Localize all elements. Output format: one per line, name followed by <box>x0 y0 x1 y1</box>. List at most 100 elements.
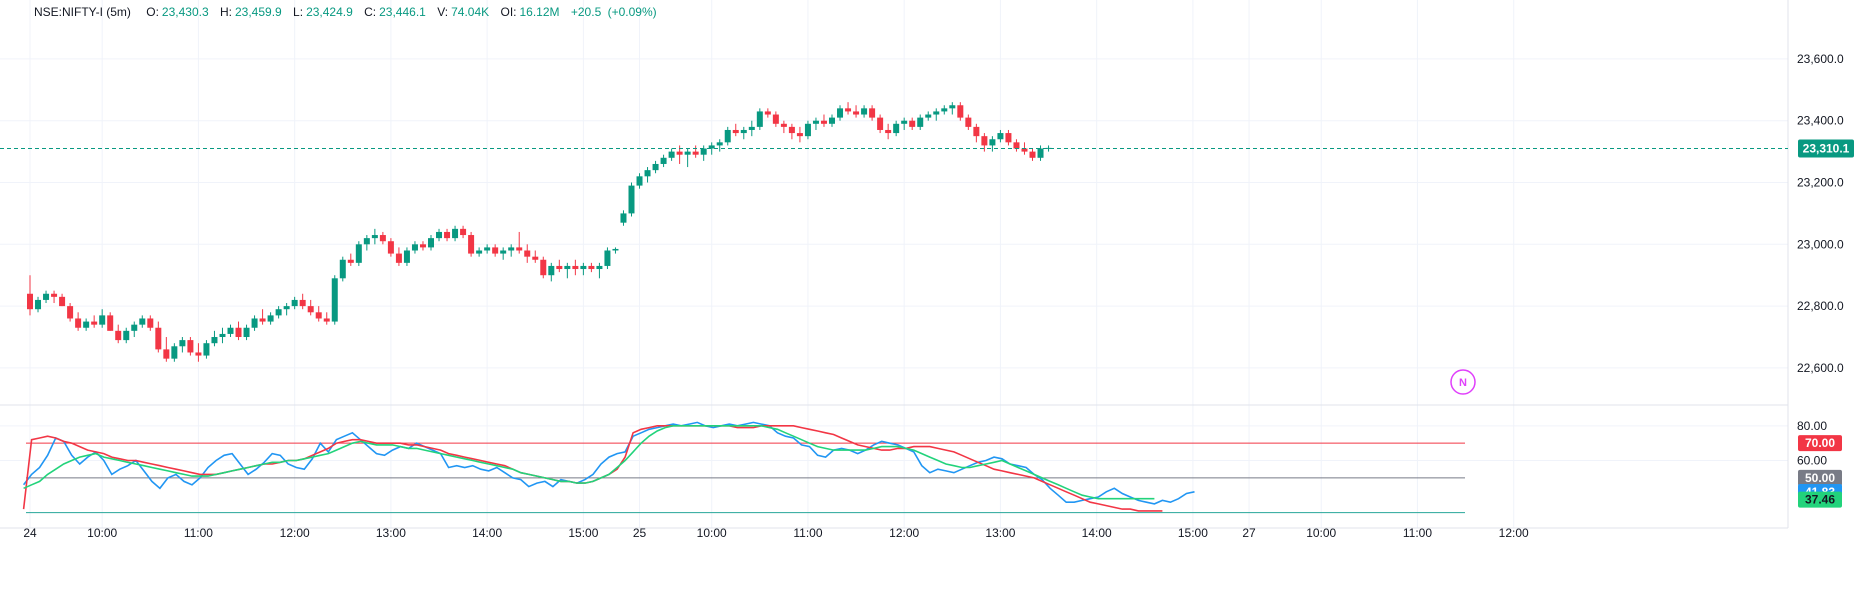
candle-body <box>676 151 683 155</box>
candle-body <box>155 327 162 350</box>
candle-body <box>845 108 852 112</box>
time-tick-label: 13:00 <box>376 526 406 540</box>
price-tick-label: 23,600.0 <box>1797 52 1844 66</box>
candle-body <box>203 343 210 356</box>
candle-body <box>339 259 346 279</box>
candle-body <box>652 163 659 171</box>
candle-body <box>371 235 378 239</box>
candle-body <box>419 244 426 248</box>
candle-body <box>724 129 731 143</box>
candle-body <box>411 244 418 251</box>
candle-body <box>259 318 266 322</box>
current-price-label-bg <box>1798 139 1854 158</box>
high-value: 23,459.9 <box>234 5 282 19</box>
candle-body <box>837 108 844 118</box>
candle-body <box>604 250 611 266</box>
symbol-label[interactable]: NSE:NIFTY-I (5m) <box>34 5 131 19</box>
candle-body <box>99 315 106 325</box>
time-tick-label: 11:00 <box>184 526 213 540</box>
candle-body <box>452 228 459 239</box>
candle-body <box>363 238 370 245</box>
price-tick-label: 23,000.0 <box>1797 237 1844 251</box>
candle-body <box>291 299 298 307</box>
volume-label: V: <box>437 5 449 19</box>
time-tick-label: 12:00 <box>889 526 919 540</box>
candle-body <box>981 136 988 146</box>
candle-body <box>43 293 50 300</box>
candle-body <box>235 327 242 338</box>
candle-body <box>51 293 58 297</box>
candle-body <box>740 129 747 134</box>
candle-body <box>941 108 948 112</box>
candle-body <box>869 108 876 118</box>
open-value: 23,430.3 <box>161 5 209 19</box>
candle-body <box>67 306 74 319</box>
candle-body <box>877 117 884 130</box>
candle-body <box>708 145 715 149</box>
candle-body <box>508 247 515 251</box>
time-tick-label: 10:00 <box>697 526 727 540</box>
candle-body <box>540 259 547 276</box>
osc-series-ma_red <box>22 424 1163 512</box>
candle-body <box>267 315 274 322</box>
candle-body <box>428 238 434 248</box>
current-price-label: 23,310.1 <box>1803 141 1850 155</box>
candle-body <box>1013 142 1020 149</box>
candle-body <box>780 123 787 127</box>
time-tick-label: 10:00 <box>87 526 117 540</box>
candle-body <box>347 259 354 263</box>
time-tick-label: 24 <box>23 526 37 540</box>
time-tick-label: 14:00 <box>472 526 502 540</box>
candle-body <box>957 105 964 118</box>
candle-body <box>772 114 779 124</box>
price-tick-label: 22,800.0 <box>1797 299 1844 313</box>
candle-body <box>756 111 763 127</box>
oi-label: OI: <box>500 5 517 19</box>
candle-body <box>829 117 835 124</box>
candle-body <box>628 185 635 214</box>
candle-body <box>283 306 290 310</box>
candle-body <box>556 265 563 270</box>
change-percent: (+0.09%) <box>607 5 657 19</box>
n-badge-text: N <box>1459 377 1467 389</box>
time-tick-label: 15:00 <box>568 526 598 540</box>
candle-body <box>660 157 667 164</box>
close-label: C: <box>364 5 377 19</box>
candle-body <box>692 151 699 155</box>
candle-body <box>548 265 555 276</box>
candle-body <box>444 231 451 239</box>
candle-body <box>636 176 643 186</box>
time-tick-label: 25 <box>633 526 647 540</box>
candle-body <box>612 248 619 251</box>
candle-body <box>403 250 410 263</box>
candle-body <box>460 228 467 236</box>
candle-body <box>275 309 282 316</box>
candle-body <box>901 120 908 124</box>
candle-body <box>925 114 932 118</box>
candle-body <box>668 151 675 158</box>
candle-body <box>219 333 226 338</box>
candle-body <box>788 126 795 134</box>
osc-value-label: 50.00 <box>1805 471 1835 485</box>
candle-body <box>315 312 322 319</box>
candle-body <box>596 265 603 270</box>
candle-body <box>1005 133 1012 143</box>
candle-body <box>1037 148 1044 158</box>
candle-body <box>588 265 595 270</box>
candle-body <box>147 318 154 328</box>
candle-body <box>179 340 186 347</box>
candle-body <box>115 330 122 341</box>
price-tick-label: 22,600.0 <box>1797 361 1844 375</box>
time-tick-label: 14:00 <box>1082 526 1112 540</box>
candle-body <box>861 108 868 115</box>
osc-value-label: 70.00 <box>1805 436 1835 450</box>
candle-body <box>812 120 819 124</box>
candle-body <box>516 247 523 251</box>
candle-body <box>59 296 66 307</box>
time-tick-label: 12:00 <box>1499 526 1529 540</box>
candle-body <box>804 123 811 137</box>
candle-body <box>163 349 170 359</box>
candle-body <box>107 315 114 331</box>
